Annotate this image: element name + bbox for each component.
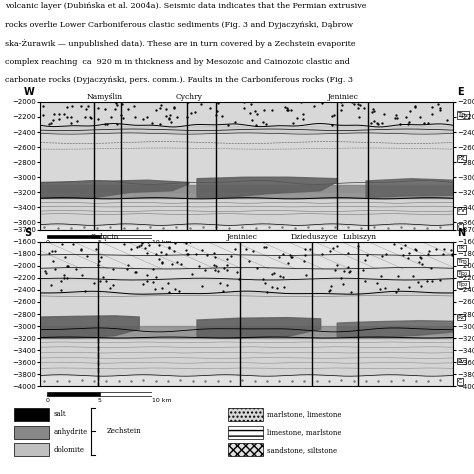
Text: 0: 0 <box>46 398 49 403</box>
Polygon shape <box>197 318 321 338</box>
Text: Pz: Pz <box>457 155 465 161</box>
Text: 0: 0 <box>46 240 49 246</box>
Bar <box>40 225 453 230</box>
Text: anhydrite: anhydrite <box>54 428 88 436</box>
Polygon shape <box>197 177 337 198</box>
Bar <box>40 185 453 198</box>
Text: carbonate rocks (Dyjaczyński, pers. comm.). Faults in the Carboniferous rocks (F: carbonate rocks (Dyjaczyński, pers. comm… <box>5 76 353 84</box>
Text: E: E <box>457 87 464 97</box>
Text: Zechstein: Zechstein <box>107 428 142 436</box>
Bar <box>100 235 152 238</box>
Text: 10 km: 10 km <box>152 398 171 403</box>
Text: 5: 5 <box>98 398 101 403</box>
Bar <box>228 408 263 421</box>
Text: salt: salt <box>54 410 66 419</box>
Text: Dzieduszyce: Dzieduszyce <box>291 233 338 241</box>
Polygon shape <box>366 179 453 198</box>
Text: marlstone, limestone: marlstone, limestone <box>267 410 342 419</box>
Polygon shape <box>337 320 453 337</box>
Text: Jeniniec: Jeniniec <box>328 93 359 101</box>
Bar <box>47 392 100 396</box>
Bar <box>100 392 152 396</box>
Text: Jeniniec: Jeniniec <box>227 233 258 241</box>
Text: dolomite: dolomite <box>54 446 84 454</box>
Bar <box>47 235 100 238</box>
Polygon shape <box>40 316 139 338</box>
Text: sandstone, siltstone: sandstone, siltstone <box>267 446 337 454</box>
Text: C: C <box>457 379 462 384</box>
Text: volcanic layer (Dubińska et al. 2004a). Seismic data indicates that the Permian : volcanic layer (Dubińska et al. 2004a). … <box>5 2 366 10</box>
Text: Cychry: Cychry <box>175 93 202 101</box>
Text: rocks overlie Lower Carboniferous clastic sediments (Fig. 3 and Dyjaczyński, Dąb: rocks overlie Lower Carboniferous clasti… <box>5 21 353 29</box>
Bar <box>40 338 453 375</box>
Bar <box>40 268 453 279</box>
Bar <box>40 132 453 192</box>
Bar <box>40 102 453 126</box>
Text: Lubiszyn: Lubiszyn <box>343 233 377 241</box>
Bar <box>228 443 263 456</box>
Text: Namyślin: Namyślin <box>86 93 122 101</box>
Text: Tp₂: Tp₂ <box>457 112 469 118</box>
Bar <box>14 426 49 439</box>
Text: Tk: Tk <box>457 245 465 250</box>
Bar <box>40 375 453 386</box>
Bar <box>14 443 49 456</box>
Text: Pv: Pv <box>457 207 465 213</box>
Text: Tp₂: Tp₂ <box>457 282 468 287</box>
Text: 5: 5 <box>98 240 101 246</box>
Bar <box>14 408 49 421</box>
Bar <box>40 326 453 338</box>
Text: W: W <box>24 87 35 97</box>
Text: N: N <box>457 228 465 238</box>
Text: ska-Żurawik — unpublished data). These are in turn covered by a Zechstein evapor: ska-Żurawik — unpublished data). These a… <box>5 39 356 48</box>
Bar <box>40 255 453 268</box>
Text: complex reaching  ca  920 m in thickness and by Mesozoic and Cainozoic clastic a: complex reaching ca 920 m in thickness a… <box>5 58 350 66</box>
Text: Tm: Tm <box>457 259 468 264</box>
Bar <box>40 242 453 255</box>
Text: Pz: Pz <box>457 315 465 319</box>
Text: Pv: Pv <box>457 358 465 364</box>
Bar <box>40 198 453 225</box>
Polygon shape <box>40 180 189 198</box>
Text: S: S <box>24 228 31 238</box>
Bar <box>40 293 453 335</box>
Text: Sułęcin: Sułęcin <box>90 233 118 241</box>
Text: limestone, marlstone: limestone, marlstone <box>267 428 342 436</box>
Bar <box>40 126 453 132</box>
Text: C: C <box>457 224 462 229</box>
Text: 10 km: 10 km <box>152 240 171 246</box>
Bar <box>40 279 453 293</box>
Bar <box>228 426 263 439</box>
Text: Tp₁: Tp₁ <box>457 271 468 275</box>
